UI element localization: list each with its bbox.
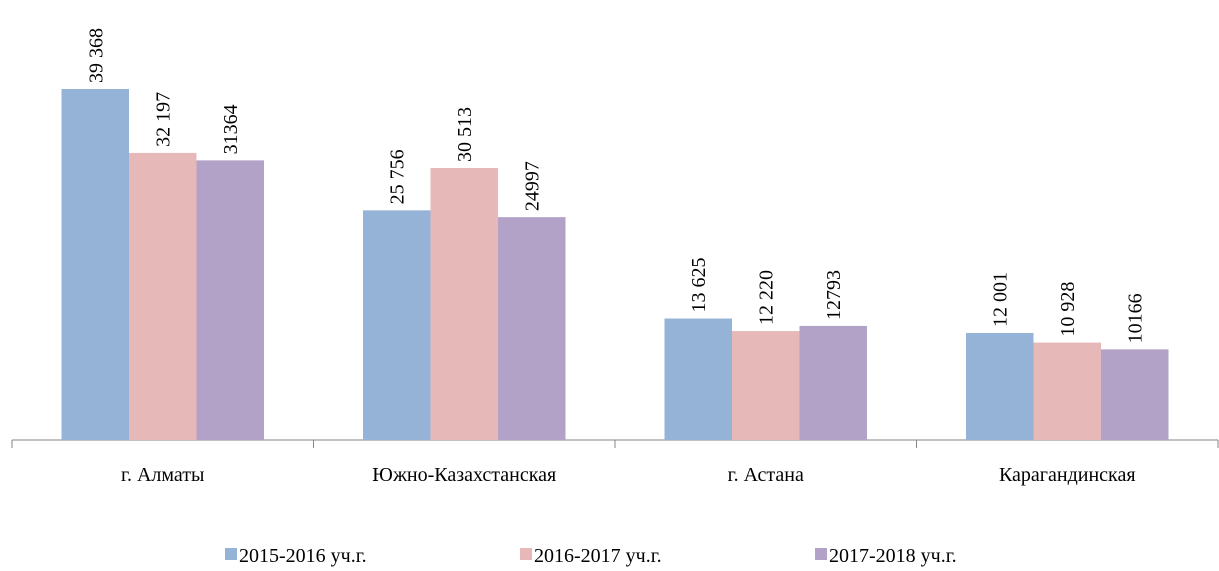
- bar: [61, 89, 129, 440]
- x-tick-label: г. Астана: [728, 464, 804, 486]
- legend-label: 2016-2017 уч.г.: [534, 545, 662, 567]
- x-tick-label: Карагандинская: [999, 464, 1136, 486]
- bar: [1101, 349, 1169, 440]
- legend-label: 2017-2018 уч.г.: [829, 545, 957, 567]
- bar: [1033, 342, 1101, 440]
- value-label: 24997: [522, 161, 544, 211]
- value-label: 25 756: [387, 149, 409, 204]
- bar: [498, 217, 566, 440]
- value-label: 12793: [823, 270, 845, 320]
- bar: [196, 160, 264, 441]
- value-label: 10 928: [1057, 282, 1079, 337]
- x-tick-label: Южно-Казахстанская: [372, 464, 556, 486]
- value-label: 39 368: [85, 28, 107, 83]
- value-label: 30 513: [454, 107, 476, 162]
- bar: [664, 318, 732, 440]
- legend-label: 2015-2016 уч.г.: [239, 545, 367, 567]
- bar: [430, 167, 498, 440]
- value-label: 12 001: [990, 272, 1012, 327]
- value-label: 10166: [1125, 293, 1147, 343]
- value-label: 32 197: [153, 92, 175, 147]
- legend-swatch: [520, 548, 532, 560]
- legend-swatch: [815, 548, 827, 560]
- value-label: 12 220: [756, 270, 778, 325]
- bar: [732, 331, 800, 440]
- bar: [129, 152, 197, 440]
- bar: [966, 333, 1034, 440]
- bar: [799, 325, 867, 440]
- value-label: 13 625: [688, 258, 710, 313]
- x-tick-label: г. Алматы: [121, 464, 204, 486]
- legend-swatch: [225, 548, 237, 560]
- value-label: 31364: [220, 104, 242, 154]
- bar: [363, 210, 431, 440]
